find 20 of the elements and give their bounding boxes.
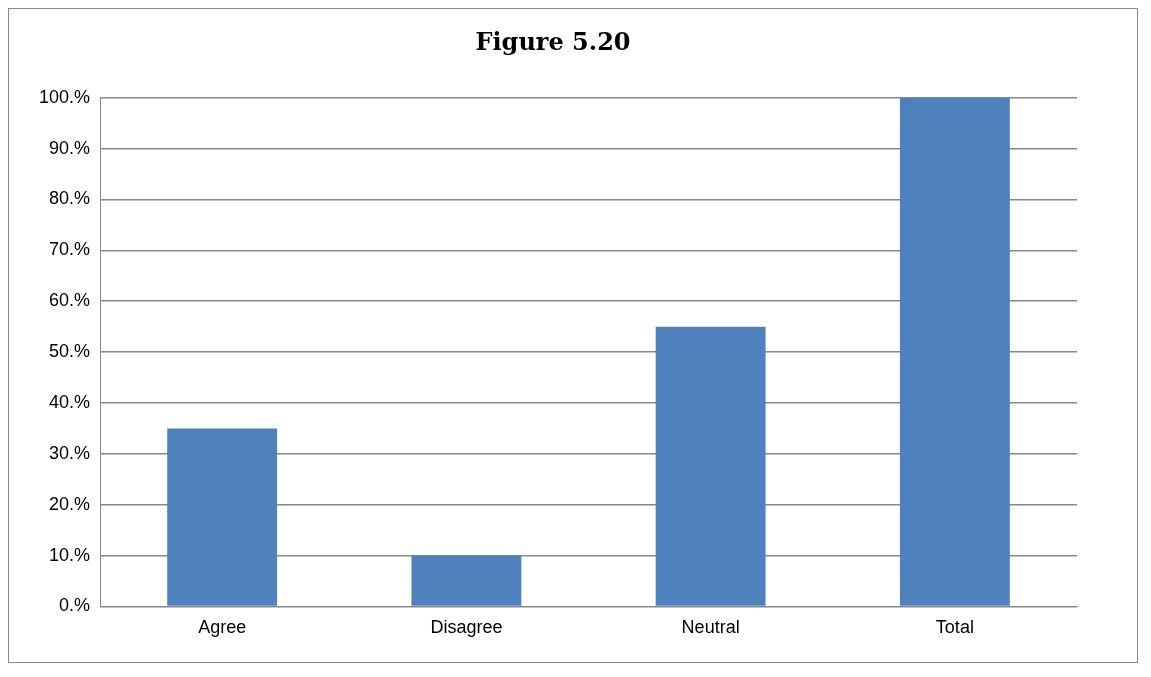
y-tick-label: 100.% xyxy=(38,86,91,107)
y-tick-label: 10.% xyxy=(49,544,91,565)
bar xyxy=(655,326,766,606)
y-tick-label: 30.% xyxy=(49,442,91,463)
y-tick-label: 90.% xyxy=(49,137,91,158)
y-tick-label: 20.% xyxy=(49,493,91,514)
chart-title: Figure 5.20 xyxy=(475,26,631,56)
bar xyxy=(899,97,1010,606)
x-tick-label: Neutral xyxy=(681,617,740,638)
x-tick-label: Disagree xyxy=(430,617,503,638)
x-tick-label: Total xyxy=(935,617,974,638)
y-tick-label: 40.% xyxy=(49,391,91,412)
y-tick-label: 50.% xyxy=(49,341,91,362)
y-tick-label: 0.% xyxy=(59,595,91,616)
y-tick-label: 80.% xyxy=(49,188,91,209)
y-tick-label: 60.% xyxy=(49,290,91,311)
bar xyxy=(167,428,278,606)
y-tick-label: 70.% xyxy=(49,239,91,260)
bar xyxy=(411,555,522,606)
x-tick-label: Agree xyxy=(198,617,247,638)
